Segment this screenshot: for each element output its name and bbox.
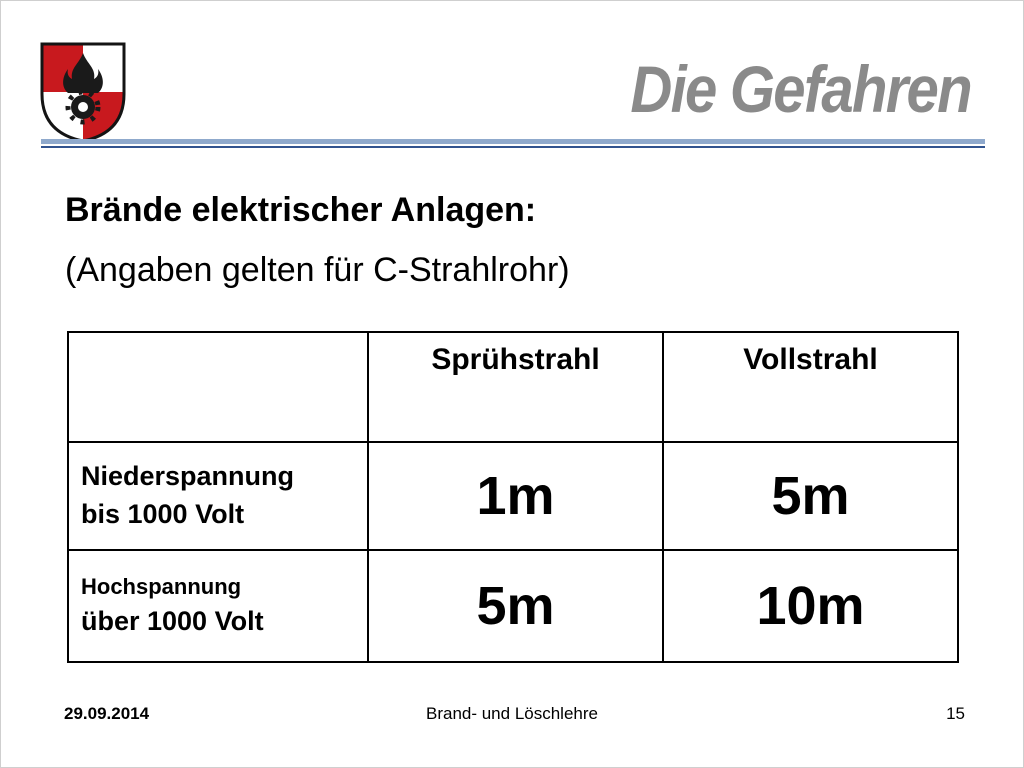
table-header-row: Sprühstrahl Vollstrahl xyxy=(67,331,959,443)
slide-title: Die Gefahren xyxy=(630,52,973,126)
fire-brigade-crest-icon xyxy=(37,39,129,147)
footer-date: 29.09.2014 xyxy=(64,704,150,723)
footer-lecture: Brand- und Löschlehre xyxy=(425,704,598,723)
row-label-line1: Hochspannung xyxy=(81,573,242,599)
table-value: 5m xyxy=(367,549,664,663)
footer-page-number: 15 xyxy=(946,704,965,723)
table-header-spruehstrahl: Sprühstrahl xyxy=(367,331,664,443)
heading: Brände elektrischer Anlagen: xyxy=(65,191,537,229)
row-label-line1: Niederspannung xyxy=(81,461,295,492)
distance-table: Sprühstrahl Vollstrahl Niederspannung bi… xyxy=(67,331,959,663)
table-value: 10m xyxy=(662,549,959,663)
table-value: 5m xyxy=(662,441,959,551)
header-divider-light xyxy=(41,139,985,144)
subheading: (Angaben gelten für C-Strahlrohr) xyxy=(65,251,570,289)
table-value: 1m xyxy=(367,441,664,551)
row-label-line2: bis 1000 Volt xyxy=(81,499,245,529)
table-row-niederspannung: Niederspannung bis 1000 Volt 1m 5m xyxy=(67,441,959,551)
table-row-hochspannung: Hochspannung über 1000 Volt 5m 10m xyxy=(67,549,959,663)
table-header-vollstrahl: Vollstrahl xyxy=(662,331,959,443)
row-label-cell: Hochspannung über 1000 Volt xyxy=(67,549,369,663)
header-divider-dark xyxy=(41,146,985,148)
row-label-line2: über 1000 Volt xyxy=(81,605,264,636)
row-label-cell: Niederspannung bis 1000 Volt xyxy=(67,441,369,551)
table-corner-cell xyxy=(67,331,369,443)
slide-footer: 29.09.2014 Brand- und Löschlehre 15 xyxy=(1,704,1023,730)
